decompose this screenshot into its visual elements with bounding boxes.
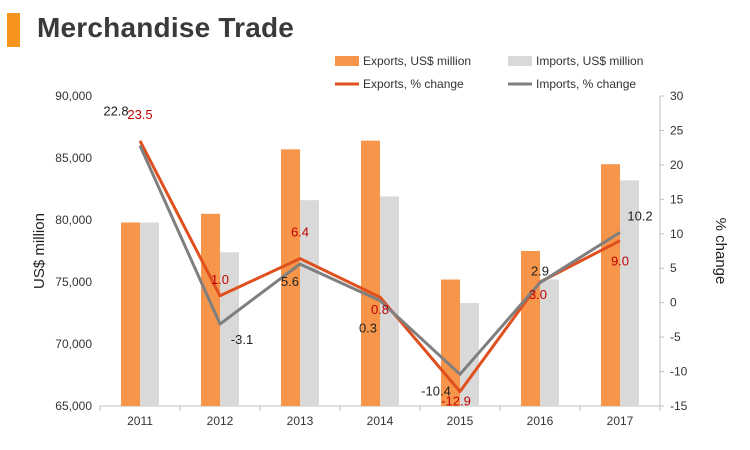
x-tick-label: 2017 xyxy=(607,414,634,428)
page-title: Merchandise Trade xyxy=(37,12,295,43)
y2-tick-label: 5 xyxy=(670,261,677,275)
exports-data-label: -12.9 xyxy=(441,394,471,409)
y2-tick-label: -5 xyxy=(670,330,681,344)
exports-data-label: 9.0 xyxy=(611,254,629,269)
exports-data-label: 3.0 xyxy=(529,287,547,302)
exports-data-label: 23.5 xyxy=(127,107,152,122)
exports-data-label: 0.8 xyxy=(371,302,389,317)
title-accent-bar xyxy=(7,13,20,47)
imports-data-label: 5.6 xyxy=(281,274,299,289)
legend-entry: Imports, US$ million xyxy=(536,54,643,68)
x-tick-label: 2012 xyxy=(207,414,234,428)
imports-data-label: 0.3 xyxy=(359,321,377,336)
imports-bar xyxy=(300,200,319,406)
y-tick-label: 65,000 xyxy=(55,399,92,413)
imports-bar xyxy=(620,180,639,406)
y2-tick-label: -15 xyxy=(670,399,688,413)
imports-change-line xyxy=(138,144,621,376)
exports-data-label: 6.4 xyxy=(291,225,309,240)
imports-data-label: 22.8 xyxy=(103,104,128,119)
legend-entry: Exports, US$ million xyxy=(363,54,471,68)
y-tick-label: 85,000 xyxy=(55,151,92,165)
exports-bar xyxy=(121,222,140,406)
y-tick-label: 75,000 xyxy=(55,275,92,289)
imports-bar xyxy=(460,303,479,406)
exports-bar xyxy=(361,140,380,406)
x-tick-label: 2011 xyxy=(127,414,153,428)
y-tick-label: 70,000 xyxy=(55,337,92,351)
y2-tick-label: 0 xyxy=(670,296,677,310)
y-tick-label: 90,000 xyxy=(55,89,92,103)
x-tick-label: 2016 xyxy=(527,414,554,428)
imports-data-label: -3.1 xyxy=(231,332,253,347)
imports-bar xyxy=(540,279,559,406)
x-tick-label: 2013 xyxy=(287,414,314,428)
legend-swatch xyxy=(508,56,532,66)
y2-tick-label: -10 xyxy=(670,365,688,379)
x-tick-label: 2015 xyxy=(447,414,474,428)
y2-tick-label: 10 xyxy=(670,227,684,241)
imports-data-label: 2.9 xyxy=(531,264,549,279)
imports-bar xyxy=(380,196,399,406)
exports-bar xyxy=(601,164,620,406)
y2-axis-title: % change xyxy=(712,218,729,285)
x-tick-label: 2014 xyxy=(367,414,394,428)
legend-swatch xyxy=(335,56,359,66)
imports-data-label: -10.4 xyxy=(421,383,451,398)
exports-bar xyxy=(201,213,220,406)
y2-tick-label: 25 xyxy=(670,123,684,137)
exports-data-label: 1.0 xyxy=(211,272,229,287)
y2-tick-label: 15 xyxy=(670,192,684,206)
legend-entry: Exports, % change xyxy=(363,77,464,91)
imports-bar xyxy=(140,222,159,406)
imports-data-label: 10.2 xyxy=(627,208,652,223)
legend-entry: Imports, % change xyxy=(536,77,636,91)
exports-bar xyxy=(281,149,300,406)
y-axis-title: US$ million xyxy=(31,213,48,289)
y-tick-label: 80,000 xyxy=(55,213,92,227)
y2-tick-label: 20 xyxy=(670,158,684,172)
y2-tick-label: 30 xyxy=(670,89,684,103)
